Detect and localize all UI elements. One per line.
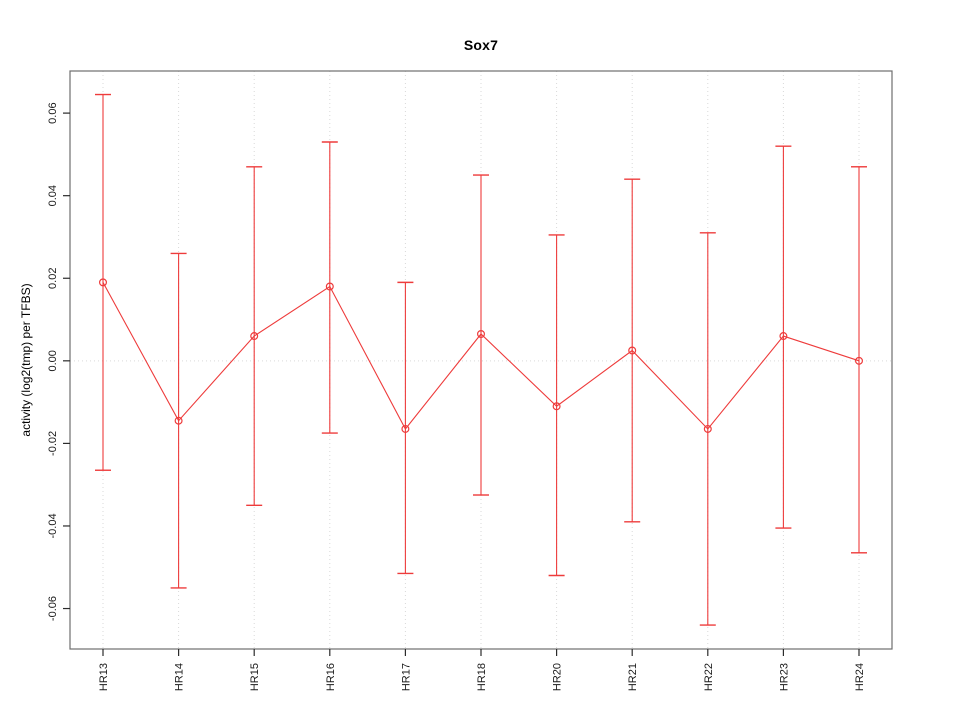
data-point [401, 424, 410, 433]
x-tick-label: HR17 [400, 663, 412, 691]
data-point [477, 329, 486, 338]
x-tick-label: HR14 [174, 663, 186, 691]
data-point [703, 424, 712, 433]
x-tick-label: HR22 [703, 663, 715, 691]
data-point [779, 332, 788, 341]
y-tick-label: 0.04 [47, 185, 59, 206]
chart-title: Sox7 [463, 37, 499, 53]
x-tick-label: HR15 [249, 663, 261, 691]
y-tick-label: 0.02 [47, 268, 59, 289]
data-point [628, 346, 637, 355]
x-tick-label: HR18 [476, 663, 488, 691]
x-tick-label: HR21 [627, 663, 639, 691]
y-tick-label: -0.06 [47, 596, 59, 621]
y-tick-label: 0.06 [47, 102, 59, 123]
x-tick-label: HR24 [854, 663, 866, 691]
data-point [250, 332, 259, 341]
data-point [854, 356, 863, 365]
x-tick-label: HR13 [98, 663, 110, 691]
data-point [98, 278, 107, 287]
data-point [552, 402, 561, 411]
x-tick-label: HR23 [778, 663, 790, 691]
x-tick-label: HR16 [325, 663, 337, 691]
y-tick-label: 0.00 [47, 350, 59, 371]
y-tick-label: -0.04 [47, 513, 59, 538]
data-point [174, 416, 183, 425]
x-tick-label: HR20 [552, 663, 564, 691]
y-tick-label: -0.02 [47, 431, 59, 456]
data-point [325, 282, 334, 291]
series-line [102, 282, 860, 430]
